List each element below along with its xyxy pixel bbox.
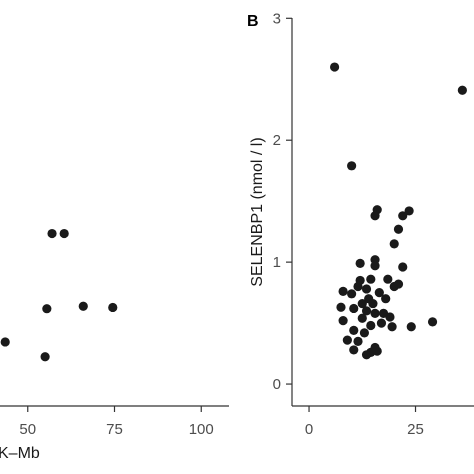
- panel-b-y-tick-label: 3: [273, 10, 281, 27]
- panel-b-data-point: [383, 274, 393, 284]
- panel-b-data-point: [370, 211, 380, 221]
- panel-a-data-point: [78, 301, 88, 311]
- panel-b-data-point: [370, 308, 380, 318]
- panel-b-data-point: [366, 274, 376, 284]
- panel-b-y-axis-title: SELENBP1 (nmol / l): [249, 137, 266, 286]
- panel-b-y-tick-label: 2: [273, 132, 281, 149]
- panel-b-data-point: [357, 313, 367, 323]
- panel-b-data-point: [387, 322, 397, 332]
- scatter-panel-b: B 0 1 2 3 0 25 SELENBP1 (nmol / l): [247, 10, 474, 438]
- panel-b-data-point: [374, 288, 384, 298]
- panel-a-data-point: [42, 304, 52, 314]
- panel-a-data-point: [108, 302, 118, 313]
- panel-b-data-point: [353, 336, 363, 346]
- panel-b-data-point: [349, 303, 359, 314]
- panel-b-data-point: [389, 239, 399, 249]
- panel-b-data-point: [338, 316, 348, 326]
- panel-b-x-ticks: 0 25: [305, 406, 424, 438]
- panel-b-points: [329, 62, 467, 360]
- panel-b-data-point: [361, 306, 372, 316]
- panel-b-x-tick-label: 0: [305, 421, 313, 438]
- panel-a-x-tick-label: 100: [189, 421, 214, 438]
- panel-b-data-point: [329, 62, 340, 72]
- panel-b-data-point: [404, 206, 414, 216]
- panel-a-data-point: [59, 228, 69, 239]
- panel-b-data-point: [347, 161, 357, 171]
- panel-a-x-tick-label: 50: [19, 421, 36, 438]
- panel-b-data-point: [398, 211, 408, 221]
- panel-b-data-point: [347, 289, 357, 299]
- panel-b-data-point: [361, 350, 372, 360]
- panel-b-data-point: [393, 279, 404, 289]
- panel-a-x-ticks: 50 75 100: [19, 406, 214, 438]
- panel-b-data-point: [457, 85, 467, 95]
- panel-b-data-point: [366, 320, 376, 331]
- panel-a-x-axis-title: K–Mb: [0, 445, 40, 462]
- panel-b-data-point: [355, 258, 365, 268]
- panel-a-x-tick-label: 75: [106, 421, 123, 438]
- panel-b-data-point: [357, 298, 367, 309]
- panel-b-y-ticks: 0 1 2 3: [273, 10, 292, 393]
- panel-b-data-point: [368, 298, 378, 309]
- scatter-panel-a: 50 75 100 K–Mb: [0, 228, 229, 462]
- panel-b-data-point: [361, 284, 372, 294]
- panel-b-data-point: [376, 318, 387, 328]
- panel-b-data-point: [349, 325, 359, 336]
- panel-b-data-point: [342, 335, 352, 345]
- panel-b-data-point: [393, 224, 404, 234]
- panel-b-data-point: [398, 262, 408, 272]
- panel-b-y-tick-label: 1: [273, 254, 281, 271]
- panel-b-data-point: [427, 317, 438, 327]
- panel-b-data-point: [359, 328, 370, 338]
- panel-b-data-point: [353, 281, 363, 292]
- panel-b-data-point: [336, 302, 346, 312]
- panel-b-data-point: [372, 346, 382, 356]
- panel-b-data-point: [349, 345, 359, 355]
- panel-a-points: [0, 228, 118, 362]
- panel-a-data-point: [0, 337, 10, 347]
- panel-b-label: B: [247, 13, 259, 30]
- panel-b-data-point: [385, 312, 395, 322]
- panel-b-data-point: [381, 294, 391, 304]
- panel-b-data-point: [406, 322, 416, 332]
- panel-b-x-tick-label: 25: [407, 421, 424, 438]
- panel-b-y-tick-label: 0: [273, 376, 281, 393]
- panel-a-data-point: [40, 352, 50, 362]
- panel-b-data-point: [338, 286, 348, 296]
- panel-a-data-point: [47, 228, 57, 239]
- panel-b-data-point: [370, 261, 380, 271]
